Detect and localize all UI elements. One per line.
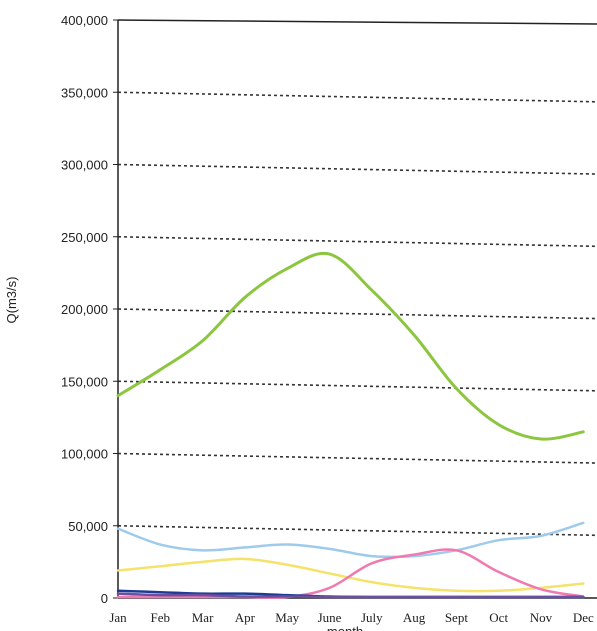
x-tick-label: Sept (445, 610, 469, 625)
y-tick-label: 350,000 (61, 85, 108, 100)
grid-line (117, 163, 597, 175)
series-line (116, 557, 585, 593)
x-tick-label: Feb (151, 610, 171, 625)
data-point (244, 592, 246, 595)
x-tick-label: Nov (530, 610, 553, 625)
series-line (116, 592, 585, 599)
data-point (117, 394, 119, 397)
x-tick-label: Mar (192, 610, 214, 625)
data-point (159, 591, 162, 594)
x-tick-labels: Jan Feb Mar Apr May June July Aug Sept Oct Nov Dec (109, 610, 594, 625)
data-point (582, 431, 585, 433)
data-point (413, 553, 415, 556)
data-point (582, 522, 585, 524)
data-point (371, 555, 373, 557)
data-point (455, 549, 458, 552)
data-point (286, 563, 289, 566)
data-point (328, 587, 331, 589)
data-point (582, 596, 585, 598)
x-tick-label: Dec (573, 610, 594, 625)
data-point (540, 596, 542, 598)
y-tick-label: 50,000 (68, 519, 108, 534)
data-point (117, 569, 119, 572)
data-point (201, 561, 204, 563)
data-point (117, 592, 119, 595)
data-point (371, 596, 373, 598)
data-point (117, 589, 119, 592)
data-point (413, 334, 415, 336)
data-point (159, 565, 162, 568)
y-axis-title: Q(m3/s) (4, 277, 19, 324)
data-point (497, 423, 500, 426)
data-point (244, 546, 246, 549)
y-tick-label: 400,000 (61, 13, 108, 28)
data-point (328, 253, 331, 255)
data-point (328, 596, 331, 598)
data-point (497, 596, 500, 598)
y-tick-label: 0 (101, 591, 108, 606)
data-point (540, 535, 542, 537)
data-point (455, 596, 458, 598)
grid-line (117, 235, 597, 248)
data-point (455, 589, 458, 592)
grid-line (117, 452, 597, 464)
data-point (371, 562, 373, 565)
data-point (582, 582, 585, 585)
data-point (201, 339, 204, 342)
data-point (540, 588, 542, 591)
data-point (244, 558, 246, 560)
series-line (116, 521, 585, 559)
data-point (455, 387, 458, 390)
y-tick-label: 250,000 (61, 230, 108, 245)
data-point (159, 594, 162, 596)
data-point (413, 587, 415, 589)
y-tick-labels: 0 50,000 100,000 150,000 200,000 250,000 300,0… (61, 13, 118, 606)
data-point (201, 594, 204, 596)
x-tick-label: Oct (489, 610, 508, 625)
plot-top-border (117, 19, 597, 25)
data-point (328, 548, 331, 550)
x-tick-label: Apr (235, 610, 256, 625)
data-point (244, 595, 246, 598)
data-point (413, 596, 415, 598)
data-point (159, 596, 162, 598)
y-tick-label: 200,000 (61, 302, 108, 317)
y-tick-label: 300,000 (61, 158, 108, 173)
y-tick-label: 150,000 (61, 374, 108, 389)
axes (117, 19, 597, 599)
grid-line (117, 380, 597, 392)
x-tick-label: July (361, 610, 383, 625)
data-point (244, 296, 246, 299)
grid-line (117, 308, 597, 320)
data-point (201, 549, 204, 552)
grid-line (117, 524, 597, 537)
data-point (497, 571, 500, 573)
x-tick-label: Aug (403, 610, 426, 625)
x-tick-label: Jan (109, 610, 127, 625)
data-point (286, 543, 289, 546)
data-point (201, 596, 204, 598)
data-point (497, 539, 500, 541)
data-point (328, 572, 331, 575)
data-point (371, 289, 373, 292)
grid-line (117, 91, 597, 103)
data-point (497, 589, 500, 592)
series-line (116, 548, 585, 599)
x-axis-title: month (327, 624, 363, 631)
grid-lines (117, 91, 597, 537)
series-line (116, 251, 585, 441)
data-point (159, 368, 162, 371)
series-lines (116, 251, 585, 599)
data-point (117, 527, 119, 530)
data-point (117, 596, 119, 598)
x-tick-label: June (318, 610, 342, 625)
y-tick-label: 100,000 (61, 447, 108, 462)
data-point (371, 581, 373, 583)
data-point (286, 267, 289, 270)
x-tick-label: May (275, 610, 299, 625)
data-point (540, 438, 542, 440)
data-point (159, 543, 162, 546)
data-point (286, 595, 289, 598)
